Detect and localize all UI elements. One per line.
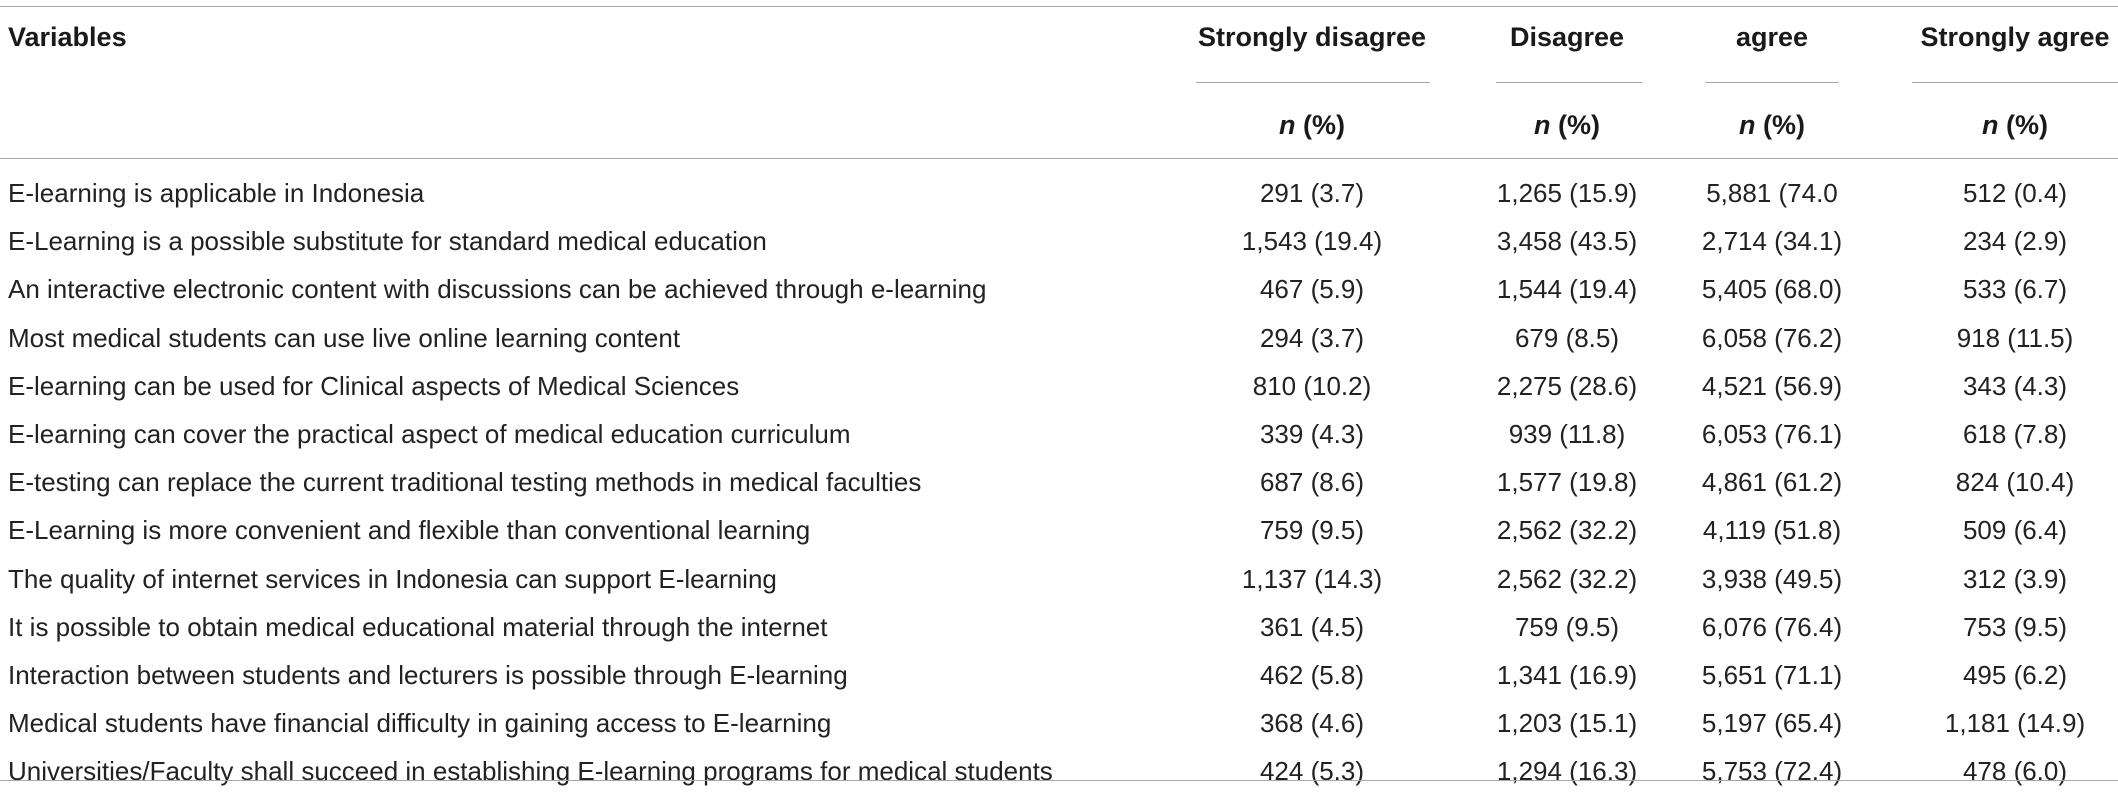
row-value-cell: 5,651 (71.1): [1701, 660, 1843, 690]
row-value-cell: 1,203 (15.1): [1496, 708, 1638, 739]
table-row: Medical students have financial difficul…: [0, 701, 2118, 749]
row-value-cell: 3,938 (49.5): [1701, 563, 1843, 594]
table-top-rule: [0, 6, 2118, 7]
unit-label-disagree: n (%): [1534, 110, 1600, 140]
row-value-cell: 5,197 (65.4): [1701, 708, 1843, 739]
row-value-cell: 1,543 (19.4): [1241, 226, 1383, 257]
row-value-cell: 512 (0.4): [1962, 178, 2068, 208]
header-strongly-agree: Strongly agree: [1920, 22, 2110, 52]
header-subrule-strongly-agree: [1912, 82, 2118, 83]
unit-label-agree: n (%): [1739, 110, 1805, 140]
row-value-cell: 533 (6.7): [1962, 274, 2068, 305]
row-value-cell: 1,577 (19.8): [1496, 467, 1638, 498]
header-agree: agree: [1735, 22, 1809, 52]
table-row: E-learning can cover the practical aspec…: [0, 412, 2118, 460]
row-value-cell: 1,181 (14.9): [1944, 708, 2086, 739]
row-variable-label: E-Learning is a possible substitute for …: [8, 226, 767, 257]
table-row: E-Learning is a possible substitute for …: [0, 219, 2118, 267]
row-value-cell: 759 (9.5): [1259, 515, 1365, 546]
row-variable-label: It is possible to obtain medical educati…: [8, 611, 828, 642]
row-value-cell: 1,544 (19.4): [1496, 274, 1638, 305]
table-row: E-learning is applicable in Indonesia 291…: [0, 171, 2118, 219]
row-variable-label: Most medical students can use live onlin…: [8, 322, 681, 353]
row-value-cell: 2,275 (28.6): [1496, 370, 1638, 401]
table-row: Universities/Faculty shall succeed in es…: [0, 749, 2118, 797]
header-subrule-agree: [1705, 82, 1839, 83]
header-bottom-rule: [0, 158, 2118, 159]
row-value-cell: 339 (4.3): [1259, 419, 1365, 449]
row-value-cell: 2,562 (32.2): [1496, 515, 1638, 546]
row-variable-label: E-learning is applicable in Indonesia: [8, 178, 425, 208]
table-row: It is possible to obtain medical educati…: [0, 605, 2118, 653]
header-subrule-strongly-disagree: [1196, 82, 1430, 83]
row-value-cell: 467 (5.9): [1259, 274, 1365, 305]
row-variable-label: An interactive electronic content with d…: [8, 274, 987, 305]
row-value-cell: 462 (5.8): [1259, 660, 1365, 690]
row-value-cell: 343 (4.3): [1962, 370, 2068, 401]
row-value-cell: 509 (6.4): [1962, 515, 2068, 546]
row-variable-label: Universities/Faculty shall succeed in es…: [8, 756, 1053, 787]
row-value-cell: 1,341 (16.9): [1496, 660, 1638, 690]
row-value-cell: 4,861 (61.2): [1701, 467, 1843, 498]
row-value-cell: 495 (6.2): [1962, 660, 2068, 690]
row-value-cell: 361 (4.5): [1259, 611, 1365, 642]
row-variable-label: E-learning can be used for Clinical aspe…: [8, 370, 740, 401]
unit-label-strongly-disagree: n (%): [1279, 110, 1345, 140]
row-value-cell: 4,521 (56.9): [1701, 370, 1843, 401]
header-variables: Variables: [8, 22, 127, 52]
row-variable-label: E-Learning is more convenient and flexib…: [8, 515, 811, 546]
row-value-cell: 1,265 (15.9): [1496, 178, 1638, 208]
row-value-cell: 478 (6.0): [1962, 756, 2068, 787]
row-value-cell: 368 (4.6): [1259, 708, 1365, 739]
row-value-cell: 687 (8.6): [1259, 467, 1365, 498]
header-strongly-disagree: Strongly disagree: [1197, 22, 1427, 52]
unit-label-strongly-agree: n (%): [1982, 110, 2048, 140]
row-value-cell: 679 (8.5): [1514, 322, 1620, 353]
row-value-cell: 234 (2.9): [1962, 226, 2068, 257]
row-value-cell: 424 (5.3): [1259, 756, 1365, 787]
table-bottom-rule: [0, 780, 2118, 781]
row-value-cell: 1,294 (16.3): [1496, 756, 1638, 787]
table-row: Most medical students can use live onlin…: [0, 316, 2118, 364]
row-value-cell: 6,053 (76.1): [1701, 419, 1843, 449]
table-row: E-testing can replace the current tradit…: [0, 460, 2118, 508]
table-row: The quality of internet services in Indo…: [0, 557, 2118, 605]
row-value-cell: 810 (10.2): [1252, 370, 1372, 401]
row-value-cell: 4,119 (51.8): [1702, 515, 1842, 546]
row-value-cell: 294 (3.7): [1259, 322, 1365, 353]
row-variable-label: Medical students have financial difficul…: [8, 708, 832, 739]
table-row: An interactive electronic content with d…: [0, 267, 2118, 315]
table-row: E-Learning is more convenient and flexib…: [0, 508, 2118, 556]
header-disagree: Disagree: [1509, 22, 1625, 52]
row-value-cell: 3,458 (43.5): [1496, 226, 1638, 257]
row-value-cell: 824 (10.4): [1955, 467, 2075, 498]
row-value-cell: 618 (7.8): [1962, 419, 2068, 449]
row-value-cell: 759 (9.5): [1514, 611, 1620, 642]
row-value-cell: 2,562 (32.2): [1496, 563, 1638, 594]
row-value-cell: 5,753 (72.4): [1701, 756, 1843, 787]
row-value-cell: 6,058 (76.2): [1701, 322, 1843, 353]
row-value-cell: 939 (11.8): [1508, 419, 1626, 449]
row-value-cell: 5,881 (74.0: [1706, 178, 1838, 208]
row-value-cell: 2,714 (34.1): [1701, 226, 1843, 257]
row-value-cell: 6,076 (76.4): [1701, 611, 1843, 642]
header-subrule-disagree: [1496, 82, 1642, 83]
table-row: E-learning can be used for Clinical aspe…: [0, 364, 2118, 412]
row-variable-label: The quality of internet services in Indo…: [8, 563, 777, 594]
row-variable-label: Interaction between students and lecture…: [8, 660, 848, 690]
table-row: Interaction between students and lecture…: [0, 653, 2118, 701]
row-value-cell: 312 (3.9): [1962, 563, 2068, 594]
row-value-cell: 753 (9.5): [1962, 611, 2068, 642]
row-value-cell: 918 (11.5): [1956, 322, 2074, 353]
row-variable-label: E-testing can replace the current tradit…: [8, 467, 922, 498]
row-value-cell: 1,137 (14.3): [1241, 563, 1383, 594]
row-variable-label: E-learning can cover the practical aspec…: [8, 419, 851, 449]
row-value-cell: 5,405 (68.0): [1701, 274, 1843, 305]
row-value-cell: 291 (3.7): [1259, 178, 1365, 208]
